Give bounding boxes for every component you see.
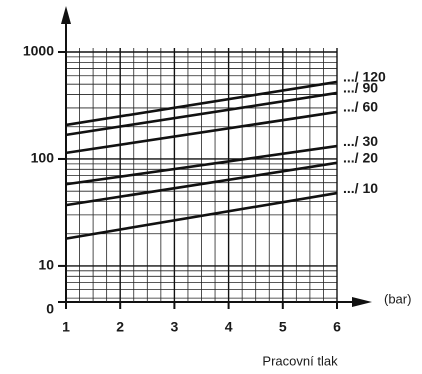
series-label: .../ 60	[343, 99, 378, 115]
x-tick-label: 2	[116, 319, 124, 335]
data-line	[65, 191, 338, 240]
series-label: .../ 30	[343, 133, 378, 149]
y-arrow	[61, 6, 71, 24]
x-tick-label: 6	[333, 319, 341, 335]
y-tick-label: 10	[38, 257, 54, 273]
x-tick-label: 5	[279, 319, 287, 335]
y-tick-label: 1000	[23, 43, 54, 59]
series-label: .../ 20	[343, 150, 378, 166]
data-line	[65, 110, 338, 155]
data-line	[65, 161, 338, 207]
y-tick-label: 100	[31, 150, 55, 166]
data-line	[65, 80, 338, 127]
series-label: .../ 120	[343, 69, 386, 85]
series-label: .../ 10	[343, 180, 378, 196]
data-line	[65, 91, 338, 137]
x-tick-label: 1	[62, 319, 70, 335]
x-tick-label: 3	[171, 319, 179, 335]
data-line	[65, 144, 338, 186]
x-axis-title: Pracovní tlak	[262, 353, 338, 368]
x-tick-label: 4	[225, 319, 233, 335]
series-label: .../ 90	[343, 80, 378, 96]
x-arrow	[352, 297, 372, 307]
x-unit-label: (bar)	[384, 291, 411, 306]
y-tick-label: 0	[46, 301, 54, 317]
